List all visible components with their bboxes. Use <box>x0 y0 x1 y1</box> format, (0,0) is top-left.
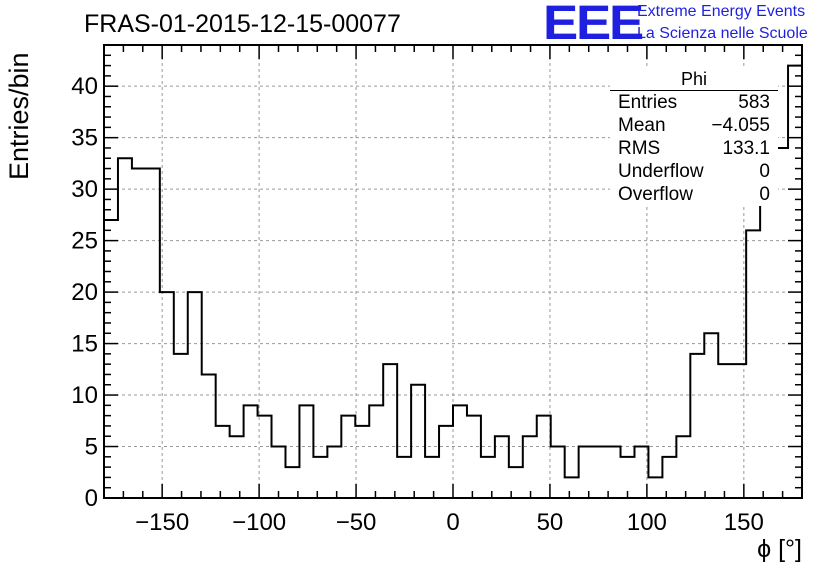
histogram-bin <box>397 457 411 498</box>
histogram-bin <box>732 364 746 498</box>
histogram-bin <box>425 457 439 498</box>
histogram-bin <box>355 426 369 498</box>
histogram-bin <box>579 447 593 498</box>
y-tick-label: 35 <box>71 125 98 152</box>
histogram-bin <box>411 385 425 498</box>
histogram-bin <box>146 169 160 498</box>
stats-box: Phi Entries 583 Mean −4.055 RMS 133.1 Un… <box>610 69 778 206</box>
stats-label: Mean <box>618 115 666 136</box>
histogram-bin <box>523 436 537 498</box>
histogram-bin <box>299 405 313 498</box>
eee-logo: EEE <box>543 0 644 50</box>
stats-label: Underflow <box>618 161 704 182</box>
stats-row-underflow: Underflow 0 <box>610 160 778 183</box>
y-tick-label: 40 <box>71 73 98 100</box>
x-tick-label: −50 <box>336 509 377 536</box>
stats-label: Entries <box>618 92 678 113</box>
histogram-bin <box>495 436 509 498</box>
stats-label: Overflow <box>618 184 693 205</box>
histogram-bin <box>244 405 258 498</box>
histogram-bin <box>202 374 216 498</box>
histogram-bin <box>607 447 621 498</box>
histogram-bin <box>481 457 495 498</box>
histogram-bin <box>327 447 341 498</box>
y-tick-label: 25 <box>71 228 98 255</box>
histogram-bin <box>160 292 174 498</box>
histogram-bin <box>648 477 662 498</box>
histogram-bin <box>118 158 132 498</box>
x-tick-label: 100 <box>627 509 667 536</box>
logo-subtitle-2: La Scienza nelle Scuole <box>637 25 808 42</box>
histogram-bin <box>216 426 230 498</box>
histogram-bin <box>188 292 202 498</box>
histogram-bin <box>341 416 355 498</box>
stats-row-overflow: Overflow 0 <box>610 183 778 206</box>
histogram-bin <box>760 199 774 498</box>
histogram-bin <box>467 416 481 498</box>
y-tick-label: 0 <box>85 485 98 512</box>
stats-label: RMS <box>618 138 661 159</box>
x-tick-label: −100 <box>232 509 286 536</box>
histogram-bin <box>718 364 732 498</box>
x-tick-label: 50 <box>537 509 564 536</box>
histogram-bin <box>313 457 327 498</box>
stats-value: −4.055 <box>711 115 770 136</box>
stats-value: 583 <box>738 92 770 113</box>
histogram-bin <box>383 364 397 498</box>
histogram-outline <box>104 64 802 479</box>
histogram-series <box>104 64 802 498</box>
histogram-bin <box>593 447 607 498</box>
histogram-bin <box>174 354 188 498</box>
y-tick-label: 20 <box>71 279 98 306</box>
histogram-bin <box>662 457 676 498</box>
histogram-bin <box>369 405 383 498</box>
x-tick-label: −150 <box>135 509 189 536</box>
stats-title: Phi <box>610 69 778 91</box>
histogram-bin <box>537 416 551 498</box>
y-tick-label: 5 <box>85 434 98 461</box>
stats-row-rms: RMS 133.1 <box>610 137 778 160</box>
logo-subtitle-1: Extreme Energy Events <box>637 3 806 20</box>
histogram-bin <box>690 354 704 498</box>
histogram-bin <box>230 436 244 498</box>
y-tick-label: 30 <box>71 176 98 203</box>
grid-lines <box>104 45 802 498</box>
histogram-bin <box>132 169 146 498</box>
histogram-bin <box>565 477 579 498</box>
x-tick-label: 150 <box>724 509 764 536</box>
x-axis-label: ϕ [°] <box>757 535 802 563</box>
histogram-bin <box>439 426 453 498</box>
stats-row-entries: Entries 583 <box>610 91 778 114</box>
histogram-bin <box>676 436 690 498</box>
stats-value: 0 <box>759 184 770 205</box>
y-axis-label: Entries/bin <box>4 52 34 180</box>
y-tick-label: 10 <box>71 382 98 409</box>
y-tick-label: 15 <box>71 331 98 358</box>
histogram-bin <box>551 447 565 498</box>
stats-value: 0 <box>759 161 770 182</box>
plot-title: FRAS-01-2015-12-15-00077 <box>84 10 401 38</box>
x-tick-label: 0 <box>446 509 459 536</box>
stats-row-mean: Mean −4.055 <box>610 114 778 137</box>
histogram-bin <box>746 230 760 498</box>
histogram-bin <box>453 405 467 498</box>
stats-value: 133.1 <box>722 138 770 159</box>
axis-ticks: −150 −100 −50 0 50 100 150 0 5 10 15 20 25 30 35 40 <box>71 44 802 536</box>
histogram-bin <box>272 447 286 498</box>
histogram-bin <box>704 333 718 498</box>
